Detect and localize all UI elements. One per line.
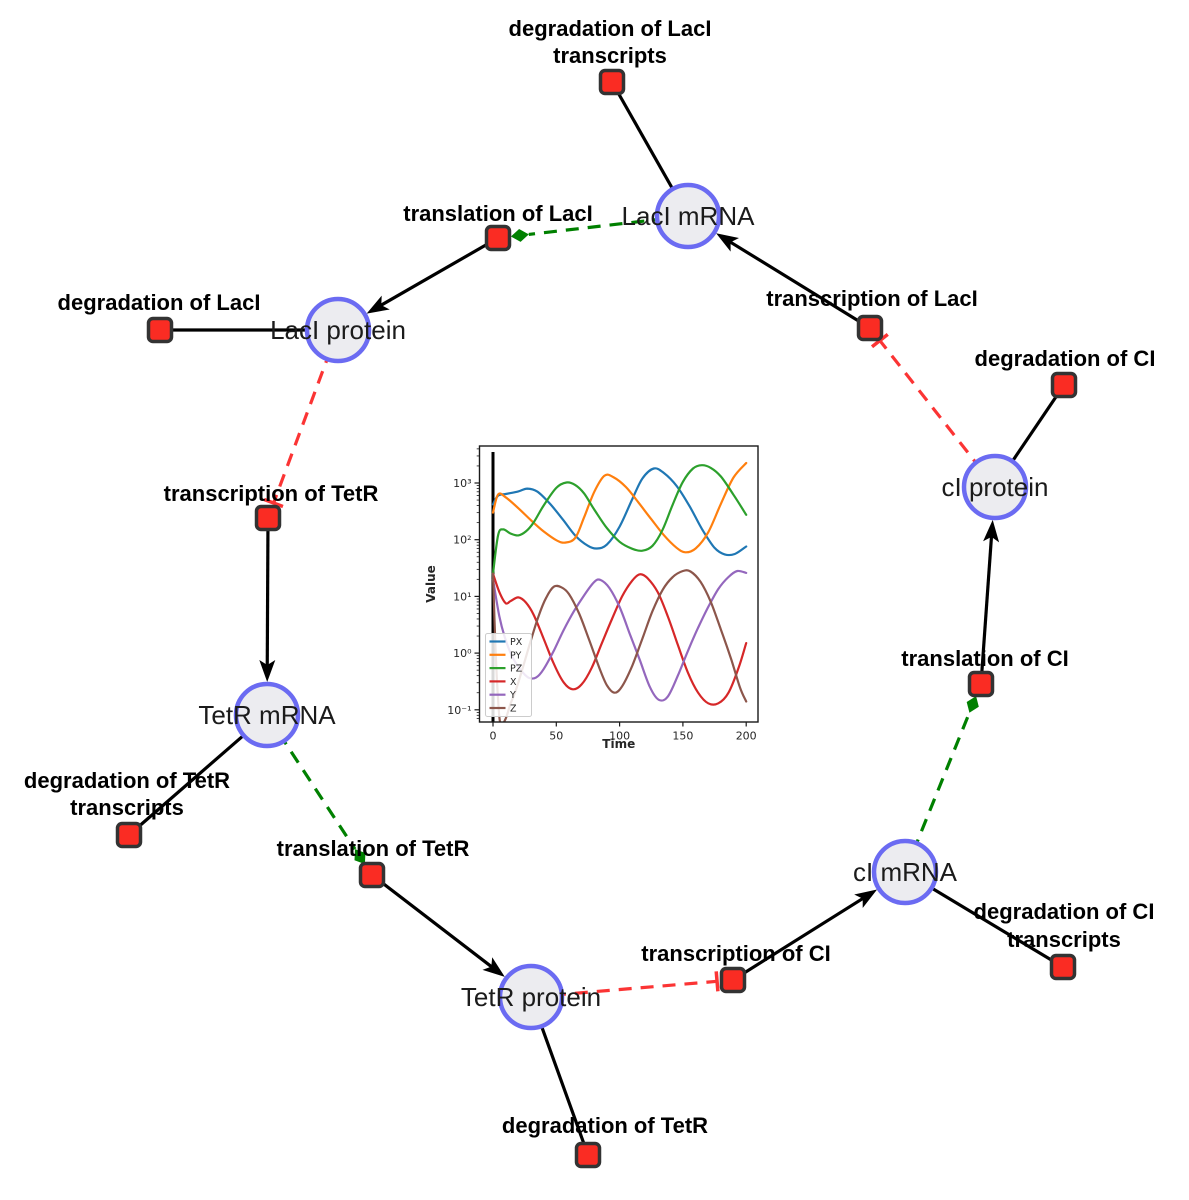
edge-tx-laci-to-laci-mrna <box>716 233 871 330</box>
activation-diamond-icon <box>354 849 366 865</box>
reaction-label-tx-laci: transcription of LacI <box>766 286 977 311</box>
arrowhead-icon <box>482 957 505 977</box>
chart-ytick: 10³ <box>453 477 471 490</box>
chart-xlabel: Time <box>602 737 635 751</box>
chart-ylabel: Value <box>424 565 438 603</box>
reaction-node-tx-laci[interactable] <box>856 314 884 342</box>
edge-transl-tetr-to-tetr-protein <box>371 873 505 977</box>
legend-label-z: Z <box>510 704 517 715</box>
reaction-label-transl-ci: translation of CI <box>901 646 1068 671</box>
reaction-label-deg-ci-tx-line2: transcripts <box>1007 927 1121 952</box>
reaction-label-deg-tetr: degradation of TetR <box>502 1113 708 1138</box>
labels-layer: degradation of LacItranscriptstranslatio… <box>24 16 1156 1138</box>
arrowhead-icon <box>854 889 878 908</box>
reaction-node-transl-tetr[interactable] <box>358 861 386 889</box>
reaction-node-deg-tetr[interactable] <box>574 1141 602 1169</box>
arrowhead-icon <box>716 233 739 252</box>
reaction-node-deg-ci[interactable] <box>1050 371 1078 399</box>
inhibition-tee-icon <box>870 333 889 349</box>
chart-series-x <box>491 572 748 706</box>
species-label-laci-mrna: LacI mRNA <box>622 201 756 231</box>
reaction-node-transl-ci[interactable] <box>967 670 995 698</box>
reaction-label-transl-laci: translation of LacI <box>403 201 592 226</box>
arrowhead-icon <box>366 295 390 314</box>
reaction-node-deg-laci[interactable] <box>146 316 174 344</box>
edge-transl-ci-to-ci-protein <box>979 519 1000 685</box>
reaction-node-deg-ci-tx[interactable] <box>1049 953 1077 981</box>
chart-xtick-200: 200 <box>736 730 757 743</box>
arrowhead-icon <box>983 519 1000 543</box>
species-node-tetr-protein[interactable] <box>497 963 565 1031</box>
reaction-label-tx-ci: transcription of CI <box>641 941 830 966</box>
species-label-laci-protein: LacI protein <box>270 315 406 345</box>
reaction-label-deg-laci-tx-line2: transcripts <box>553 43 667 68</box>
species-label-ci-mrna: cI mRNA <box>853 857 958 887</box>
reaction-node-tx-ci[interactable] <box>719 966 747 994</box>
species-label-ci-protein: cI protein <box>942 472 1049 502</box>
arrowhead-icon <box>259 660 276 682</box>
reaction-label-deg-tetr-tx-line1: degradation of TetR <box>24 768 230 793</box>
reaction-label-deg-tetr-tx-line2: transcripts <box>70 795 184 820</box>
legend-label-pz: PZ <box>510 664 523 675</box>
chart-ytick: 10² <box>453 534 471 547</box>
species-node-ci-mrna[interactable] <box>871 838 939 906</box>
reaction-label-transl-tetr: translation of TetR <box>277 836 470 861</box>
chart-xtick-0: 0 <box>490 730 497 743</box>
edge-transl-laci-to-laci-protein <box>366 236 499 314</box>
species-node-laci-mrna[interactable] <box>654 182 722 250</box>
chart-series-py <box>491 461 748 554</box>
activation-diamond-icon <box>510 229 529 242</box>
reaction-node-transl-laci[interactable] <box>484 224 512 252</box>
edge-tx-ci-to-ci-mrna <box>732 889 878 982</box>
legend-label-py: PY <box>510 650 522 661</box>
chart-ytick: 10¹ <box>453 590 471 603</box>
legend-label-x: X <box>510 677 517 688</box>
activation-diamond-icon <box>966 696 979 713</box>
reaction-label-deg-laci: degradation of LacI <box>58 290 261 315</box>
reaction-label-tx-tetr: transcription of TetR <box>164 481 379 506</box>
legend-label-px: PX <box>510 637 523 648</box>
chart-ytick: 10⁻¹ <box>447 704 471 717</box>
inhibition-tee-icon <box>714 971 720 992</box>
chart-xtick-50: 50 <box>549 730 563 743</box>
timeseries-inset-chart: 0 50 100 150 20010³10²10¹10⁰10⁻¹TimeValuePXP… <box>424 445 759 751</box>
species-node-ci-protein[interactable] <box>961 453 1029 521</box>
species-label-tetr-mrna: TetR mRNA <box>198 700 336 730</box>
species-node-tetr-mrna[interactable] <box>233 681 301 749</box>
reaction-label-deg-laci-tx-line1: degradation of LacI <box>509 16 712 41</box>
chart-series-px <box>491 467 748 557</box>
chart-ytick: 10⁰ <box>453 647 472 660</box>
reaction-node-deg-tetr-tx[interactable] <box>115 821 143 849</box>
inhibition-tee-icon <box>263 497 284 509</box>
chart-xtick-150: 150 <box>672 730 693 743</box>
nodes-layer <box>115 68 1078 1169</box>
chart-spines <box>478 445 759 723</box>
reaction-label-deg-ci: degradation of CI <box>975 346 1156 371</box>
chart-series-pz <box>491 464 748 575</box>
chart-xtick-100: 100 <box>609 730 630 743</box>
edge-tx-tetr-to-tetr-mrna <box>259 517 276 682</box>
reaction-node-deg-laci-tx[interactable] <box>598 68 626 96</box>
chart-legend: PX PY PZ XYZ <box>485 633 532 717</box>
reaction-node-tx-tetr[interactable] <box>254 504 282 532</box>
species-node-laci-protein[interactable] <box>304 296 372 364</box>
legend-label-y: Y <box>509 690 516 701</box>
reaction-label-deg-ci-tx-line1: degradation of CI <box>974 899 1155 924</box>
species-label-tetr-protein: TetR protein <box>461 982 601 1012</box>
